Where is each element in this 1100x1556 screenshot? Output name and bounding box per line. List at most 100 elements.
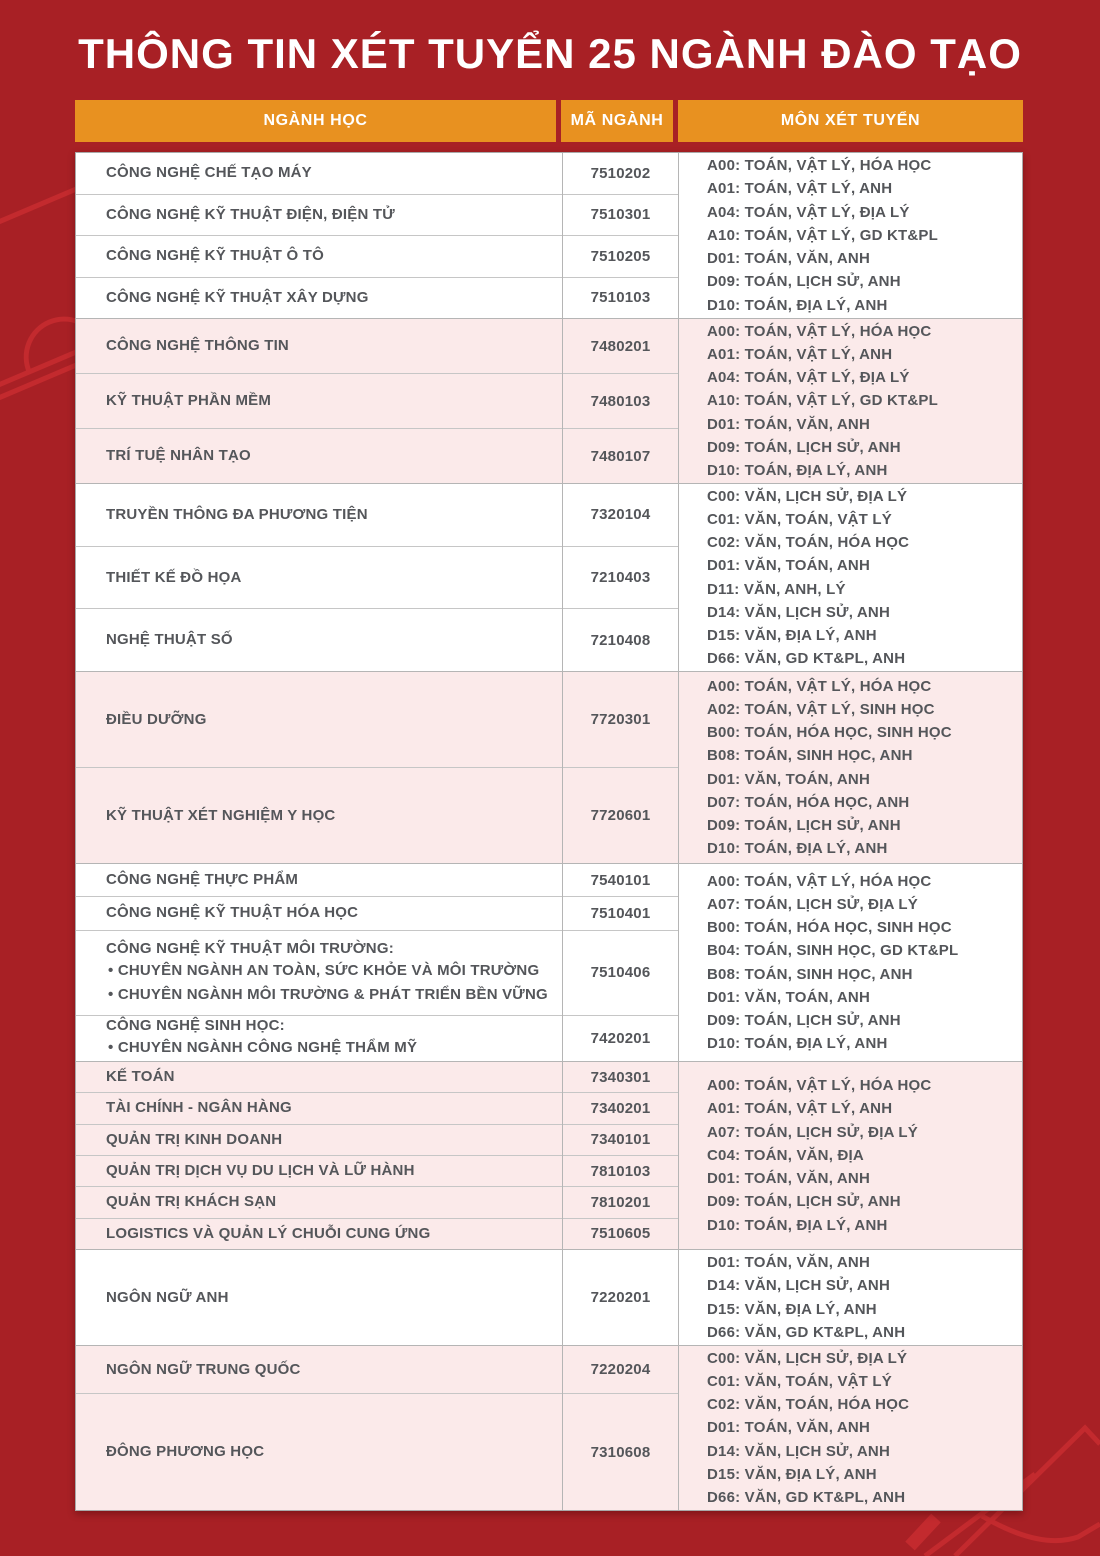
major-code: 7210403 [590, 569, 651, 586]
major-code-cell: 7340201 [563, 1092, 678, 1123]
subject-combination: B04: TOÁN, SINH HỌC, GD KT&PL [707, 942, 959, 960]
subject-combination: A04: TOÁN, VẬT LÝ, ĐỊA LÝ [707, 203, 910, 221]
majors-column: CÔNG NGHỆ CHẾ TẠO MÁY CÔNG NGHỆ KỸ THUẬT … [76, 153, 562, 318]
major-code: 7480201 [590, 337, 651, 355]
subject-combination: D10: TOÁN, ĐỊA LÝ, ANH [707, 1035, 888, 1053]
major-code: 7810103 [590, 1162, 651, 1180]
subject-combination: D07: TOÁN, HÓA HỌC, ANH [707, 793, 910, 811]
subject-combination: C00: VĂN, LỊCH SỬ, ĐỊA LÝ [707, 487, 908, 505]
major-name: TRÍ TUỆ NHÂN TẠO [106, 447, 251, 464]
major-code-cell: 7720601 [563, 767, 678, 863]
major-name: NGHỆ THUẬT SỐ [106, 631, 233, 649]
major-code-cell: 7510202 [563, 153, 678, 194]
major-code-cell: 7420201 [563, 1014, 678, 1061]
subject-combination: A01: TOÁN, VẬT LÝ, ANH [707, 345, 893, 363]
subject-combination: B00: TOÁN, HÓA HỌC, SINH HỌC [707, 919, 952, 937]
subject-combination: D66: VĂN, GD KT&PL, ANH [707, 1323, 906, 1341]
majors-column: NGÔN NGỮ TRUNG QUỐC ĐÔNG PHƯƠNG HỌC [76, 1346, 562, 1510]
major-name: QUẢN TRỊ KHÁCH SẠN [106, 1193, 277, 1211]
subject-combination: B08: TOÁN, SINH HỌC, ANH [707, 965, 913, 983]
subject-combination: C01: VĂN, TOÁN, VẬT LÝ [707, 510, 892, 528]
major-code: 7810201 [590, 1193, 651, 1211]
major-name: TÀI CHÍNH - NGÂN HÀNG [106, 1099, 292, 1117]
major-code: 7510401 [590, 904, 651, 922]
subject-combination: D01: VĂN, TOÁN, ANH [707, 988, 870, 1006]
subject-combination: A00: TOÁN, VẬT LÝ, HÓA HỌC [707, 677, 932, 695]
major-code: 7720601 [590, 807, 651, 824]
major-specialization: CHUYÊN NGÀNH CÔNG NGHỆ THẨM MỸ [106, 1036, 550, 1060]
major-name-cell: ĐIỀU DƯỠNG [76, 672, 562, 767]
major-name: QUẢN TRỊ DỊCH VỤ DU LỊCH VÀ LỮ HÀNH [106, 1162, 415, 1180]
subject-combination: D14: VĂN, LỊCH SỬ, ANH [707, 1442, 890, 1460]
major-code: 7340301 [590, 1068, 651, 1086]
subject-combination: D01: VĂN, TOÁN, ANH [707, 770, 870, 788]
majors-column: KẾ TOÁN TÀI CHÍNH - NGÂN HÀNG QUẢN TRỊ KIN… [76, 1062, 562, 1249]
major-code: 7510103 [590, 289, 651, 307]
major-name: NGÔN NGỮ ANH [106, 1288, 229, 1306]
subject-combination: A02: TOÁN, VẬT LÝ, SINH HỌC [707, 700, 935, 718]
subject-combination: D09: TOÁN, LỊCH SỬ, ANH [707, 273, 901, 291]
major-group: NGÔN NGỮ TRUNG QUỐC ĐÔNG PHƯƠNG HỌC 722020… [76, 1345, 1022, 1510]
column-header-mon-xet-tuyen: MÔN XÉT TUYỂN [678, 100, 1023, 142]
major-code: 7480103 [590, 392, 651, 410]
majors-column: TRUYỀN THÔNG ĐA PHƯƠNG TIỆN THIẾT KẾ ĐỒ H… [76, 484, 562, 671]
majors-column: CÔNG NGHỆ THÔNG TIN KỸ THUẬT PHẦN MỀM TRÍ … [76, 319, 562, 483]
subject-combination: A00: TOÁN, VẬT LÝ, HÓA HỌC [707, 322, 932, 340]
subject-combination: A01: TOÁN, VẬT LÝ, ANH [707, 180, 893, 198]
major-code: 7320104 [590, 506, 651, 524]
major-name: CÔNG NGHỆ SINH HỌC: [106, 1017, 285, 1035]
subject-combination: C01: VĂN, TOÁN, VẬT LÝ [707, 1372, 892, 1390]
major-name: CÔNG NGHỆ KỸ THUẬT XÂY DỰNG [106, 288, 369, 306]
subject-combination: D66: VĂN, GD KT&PL, ANH [707, 1489, 906, 1506]
subject-combination: D66: VĂN, GD KT&PL, ANH [707, 650, 906, 668]
major-name-cell: ĐÔNG PHƯƠNG HỌC [76, 1393, 562, 1510]
major-code: 7340101 [590, 1131, 651, 1149]
majors-column: ĐIỀU DƯỠNG KỸ THUẬT XÉT NGHIỆM Y HỌC [76, 672, 562, 863]
major-code: 7540101 [590, 871, 651, 889]
major-name: CÔNG NGHỆ THỰC PHẨM [106, 871, 299, 889]
major-code-cell: 7510205 [563, 235, 678, 277]
major-name: CÔNG NGHỆ KỸ THUẬT HÓA HỌC [106, 904, 359, 922]
major-name: CÔNG NGHỆ KỸ THUẬT ĐIỆN, ĐIỆN TỬ [106, 205, 395, 223]
major-code-cell: 7480201 [563, 319, 678, 373]
subjects-column: D01: TOÁN, VĂN, ANH D14: VĂN, LỊCH SỬ, AN… [679, 1250, 1022, 1345]
subjects-column: C00: VĂN, LỊCH SỬ, ĐỊA LÝ C01: VĂN, TOÁN,… [679, 484, 1022, 671]
subjects-column: A00: TOÁN, VẬT LÝ, HÓA HỌC A01: TOÁN, VẬT… [679, 319, 1022, 483]
major-name-cell: QUẢN TRỊ DỊCH VỤ DU LỊCH VÀ LỮ HÀNH [76, 1154, 562, 1186]
subject-combination: C02: VĂN, TOÁN, HÓA HỌC [707, 1396, 910, 1414]
major-name: KỸ THUẬT PHẦN MỀM [106, 392, 272, 409]
subject-combination: A00: TOÁN, VẬT LÝ, HÓA HỌC [707, 157, 932, 175]
major-name-cell: CÔNG NGHỆ KỸ THUẬT HÓA HỌC [76, 896, 562, 929]
major-name-cell: NGHỆ THUẬT SỐ [76, 608, 562, 671]
major-name-cell: QUẢN TRỊ KINH DOANH [76, 1123, 562, 1155]
subject-combination: D01: TOÁN, VĂN, ANH [707, 1170, 870, 1188]
major-code: 7340201 [590, 1099, 651, 1117]
subject-combination: D01: TOÁN, VĂN, ANH [707, 415, 870, 433]
major-name-cell: KẾ TOÁN [76, 1062, 562, 1092]
subject-combination: A07: TOÁN, LỊCH SỬ, ĐỊA LÝ [707, 895, 918, 913]
codes-column: 7340301 7340201 7340101 7810103 7810201 75106… [562, 1062, 679, 1249]
major-specialization: CHUYÊN NGÀNH MÔI TRƯỜNG & PHÁT TRIỂN BỀN… [106, 983, 550, 1007]
major-name: NGÔN NGỮ TRUNG QUỐC [106, 1360, 301, 1378]
major-name: LOGISTICS VÀ QUẢN LÝ CHUỖI CUNG ỨNG [106, 1224, 431, 1242]
subject-combination: D14: VĂN, LỊCH SỬ, ANH [707, 1277, 890, 1295]
major-code-cell: 7210408 [563, 608, 678, 671]
major-code-cell: 7310608 [563, 1393, 678, 1510]
major-code-cell: 7510406 [563, 929, 678, 1015]
major-group: ĐIỀU DƯỠNG KỸ THUẬT XÉT NGHIỆM Y HỌC 77203… [76, 671, 1022, 863]
subject-combination: D01: VĂN, TOÁN, ANH [707, 557, 870, 575]
major-code-cell: 7220201 [563, 1250, 678, 1345]
major-code-cell: 7340101 [563, 1123, 678, 1155]
major-code-cell: 7510605 [563, 1217, 678, 1249]
major-code-cell: 7810201 [563, 1186, 678, 1217]
major-name: CÔNG NGHỆ KỸ THUẬT Ô TÔ [106, 247, 324, 265]
subject-combination: D09: TOÁN, LỊCH SỬ, ANH [707, 438, 901, 456]
subject-combination: D15: VĂN, ĐỊA LÝ, ANH [707, 626, 877, 644]
major-name: KẾ TOÁN [106, 1068, 175, 1086]
major-code: 7510605 [590, 1225, 651, 1243]
major-name-cell: QUẢN TRỊ KHÁCH SẠN [76, 1186, 562, 1217]
majors-column: NGÔN NGỮ ANH [76, 1250, 562, 1345]
subject-combination: D01: TOÁN, VĂN, ANH [707, 250, 870, 268]
subject-combination: D14: VĂN, LỊCH SỬ, ANH [707, 603, 890, 621]
major-code: 7480107 [590, 447, 651, 465]
